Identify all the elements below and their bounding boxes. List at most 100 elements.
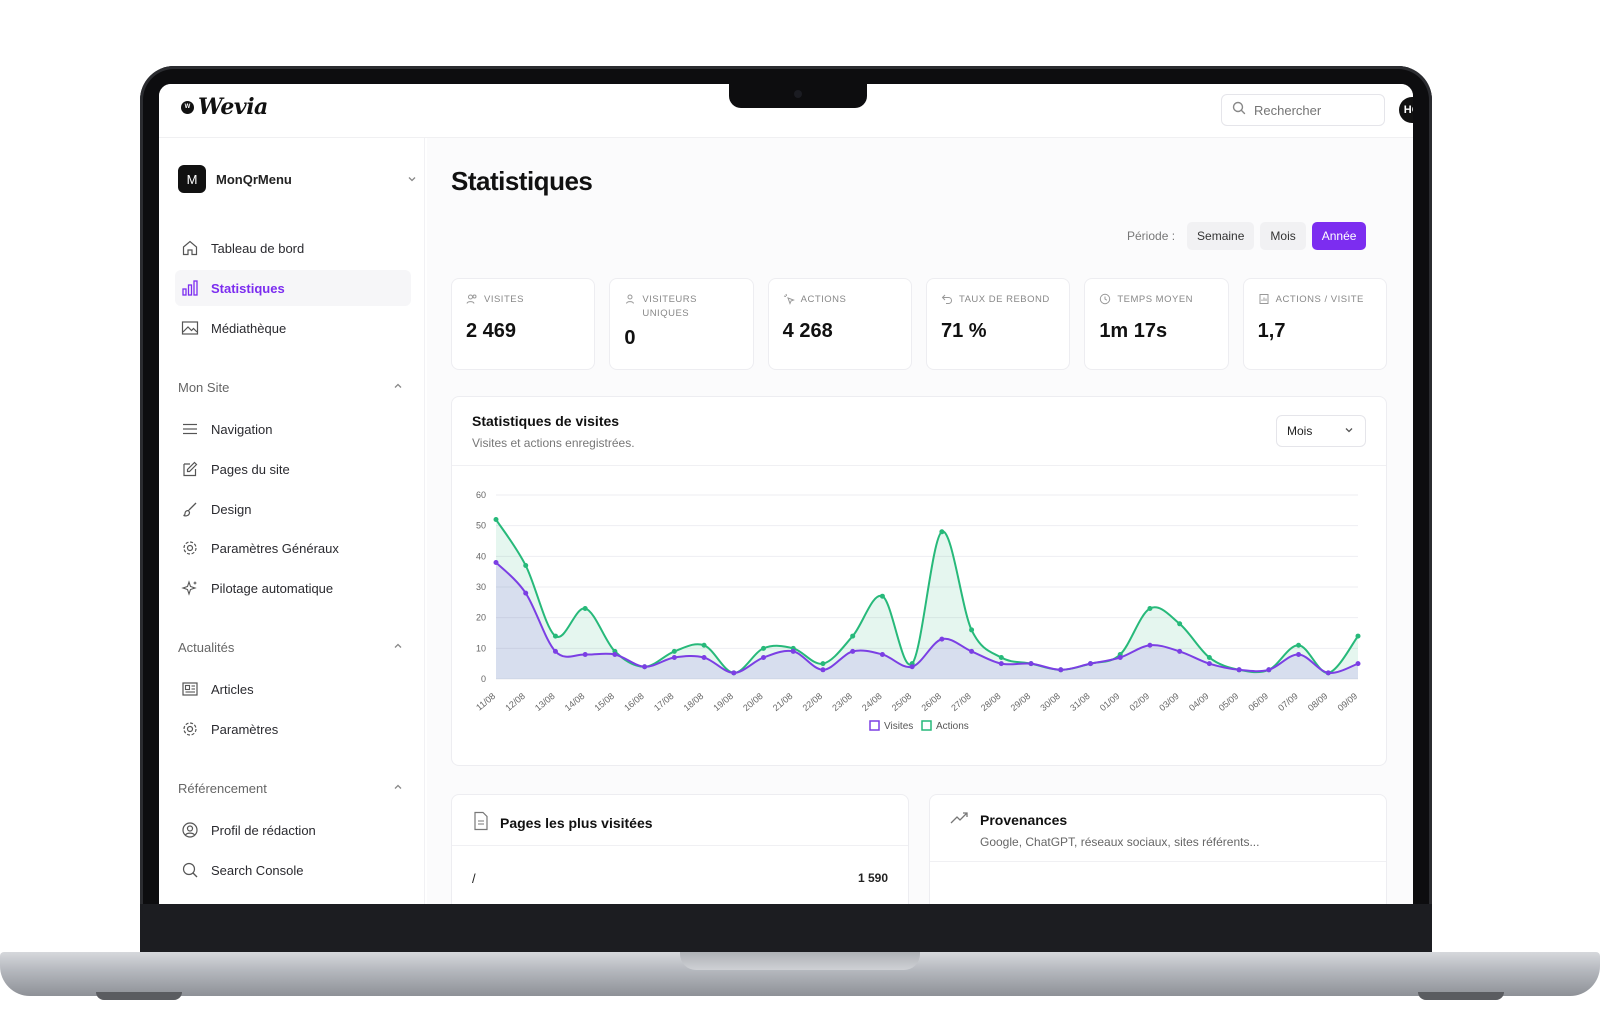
x-tick-label: 23/08 <box>830 691 854 713</box>
x-tick-label: 03/09 <box>1157 691 1181 713</box>
data-point <box>879 593 885 599</box>
home-icon <box>179 237 201 259</box>
data-point <box>969 648 975 654</box>
card-title: Pages les plus visitées <box>500 814 653 831</box>
x-tick-label: 14/08 <box>563 691 587 713</box>
user-avatar[interactable]: HG <box>1399 97 1413 123</box>
data-point <box>1058 667 1064 673</box>
sidebar-item-pages[interactable]: Pages du site <box>175 451 411 487</box>
bar-chart-icon <box>179 277 201 299</box>
sidebar-item-news-settings[interactable]: Paramètres <box>175 711 411 747</box>
x-tick-label: 13/08 <box>533 691 557 713</box>
sidebar-item-articles[interactable]: Articles <box>175 671 411 707</box>
x-tick-label: 17/08 <box>652 691 676 713</box>
sidebar-item-statistics[interactable]: Statistiques <box>175 270 411 306</box>
sidebar-item-navigation[interactable]: Navigation <box>175 411 411 447</box>
legend-label: Actions <box>936 721 969 732</box>
data-point <box>761 645 767 651</box>
period-label: Période : <box>1127 229 1176 243</box>
trending-up-icon <box>950 811 970 828</box>
kpi-label: Actions / visite <box>1275 294 1364 305</box>
period-week-button[interactable]: Semaine <box>1187 222 1255 250</box>
section-referencement[interactable]: Référencement <box>178 781 404 796</box>
data-point <box>1177 648 1183 654</box>
data-point <box>582 605 588 611</box>
x-tick-label: 25/08 <box>890 691 914 713</box>
section-actualites[interactable]: Actualités <box>178 640 404 655</box>
site-switcher[interactable]: M MonQrMenu <box>178 164 418 194</box>
x-tick-label: 26/08 <box>919 691 943 713</box>
clock-icon <box>1099 293 1111 310</box>
period-year-button[interactable]: Année <box>1311 222 1367 250</box>
kpi-card-actions: Actions 4 268 <box>767 278 912 370</box>
data-point <box>552 648 558 654</box>
section-title: Mon Site <box>178 380 230 395</box>
data-point <box>879 651 885 657</box>
sidebar-item-search-console[interactable]: Search Console <box>175 852 411 888</box>
period-month-button[interactable]: Mois <box>1260 222 1306 250</box>
legend-swatch <box>921 720 932 731</box>
chart-range-select[interactable]: Mois <box>1276 415 1366 447</box>
document-icon <box>472 811 490 834</box>
chart-title: Statistiques de visites <box>472 413 620 429</box>
sidebar-item-label: Profil de rédaction <box>211 822 316 838</box>
legend-label: Visites <box>884 721 913 732</box>
divider <box>930 861 1386 862</box>
data-point <box>523 590 529 596</box>
chevron-up-icon <box>392 380 404 395</box>
data-point <box>701 642 707 648</box>
kpi-label: Actions <box>800 294 847 305</box>
data-point <box>820 667 826 673</box>
series-area-visites <box>496 562 1358 679</box>
user-circle-icon <box>179 819 201 841</box>
x-tick-label: 06/09 <box>1246 691 1270 713</box>
x-tick-label: 08/09 <box>1306 691 1330 713</box>
data-point <box>1236 667 1242 673</box>
sidebar-item-general-settings[interactable]: Paramètres Généraux <box>175 530 411 566</box>
sidebar-item-media[interactable]: Médiathèque <box>175 310 411 346</box>
kpi-label: Visiteurs uniques <box>642 294 697 319</box>
data-point <box>850 648 856 654</box>
x-tick-label: 28/08 <box>979 691 1003 713</box>
sidebar-item-writing-profile[interactable]: Profil de rédaction <box>175 812 411 848</box>
y-tick-label: 0 <box>481 674 486 684</box>
site-name: MonQrMenu <box>216 171 292 187</box>
x-tick-label: 12/08 <box>503 691 527 713</box>
user-icon <box>624 293 636 321</box>
sidebar-item-design[interactable]: Design <box>175 491 411 527</box>
logo-mark: W <box>181 100 194 114</box>
legend-swatch <box>869 720 880 731</box>
sidebar-item-label: Paramètres <box>211 721 279 737</box>
chart-range-value: Mois <box>1287 424 1313 438</box>
logo-text: Wevia <box>198 94 268 120</box>
kpi-value: 1,7 <box>1257 320 1286 342</box>
newspaper-icon <box>179 678 201 700</box>
app-logo[interactable]: W Wevia <box>181 94 268 120</box>
sidebar-item-label: Pilotage automatique <box>211 580 334 596</box>
sparkles-icon <box>179 577 201 599</box>
x-tick-label: 11/08 <box>474 691 497 713</box>
x-tick-label: 18/08 <box>682 691 706 713</box>
page-visit-count: 1 590 <box>857 871 888 885</box>
search-box[interactable] <box>1221 94 1385 126</box>
chevron-up-icon <box>392 640 404 655</box>
sidebar-item-label: Navigation <box>211 421 273 437</box>
divider <box>452 845 908 846</box>
chevron-down-icon <box>1343 424 1355 439</box>
section-title: Actualités <box>178 640 235 655</box>
x-tick-label: 01/09 <box>1098 691 1122 713</box>
x-tick-label: 21/08 <box>771 691 795 713</box>
search-input[interactable] <box>1254 102 1374 118</box>
data-point <box>939 529 945 535</box>
sidebar-item-dashboard[interactable]: Tableau de bord <box>175 230 411 266</box>
kpi-label: Temps moyen <box>1117 294 1194 305</box>
provenance-card: Provenances Google, ChatGPT, réseaux soc… <box>929 794 1387 904</box>
sidebar-item-autopilot[interactable]: Pilotage automatique <box>175 570 411 606</box>
data-point <box>761 655 767 661</box>
sidebar-item-label: Statistiques <box>211 280 285 296</box>
sidebar-item-label: Paramètres Généraux <box>211 540 339 556</box>
section-mon-site[interactable]: Mon Site <box>178 380 404 395</box>
y-tick-label: 40 <box>476 551 486 561</box>
x-tick-label: 15/08 <box>592 691 616 713</box>
page-path[interactable]: / <box>472 871 476 886</box>
